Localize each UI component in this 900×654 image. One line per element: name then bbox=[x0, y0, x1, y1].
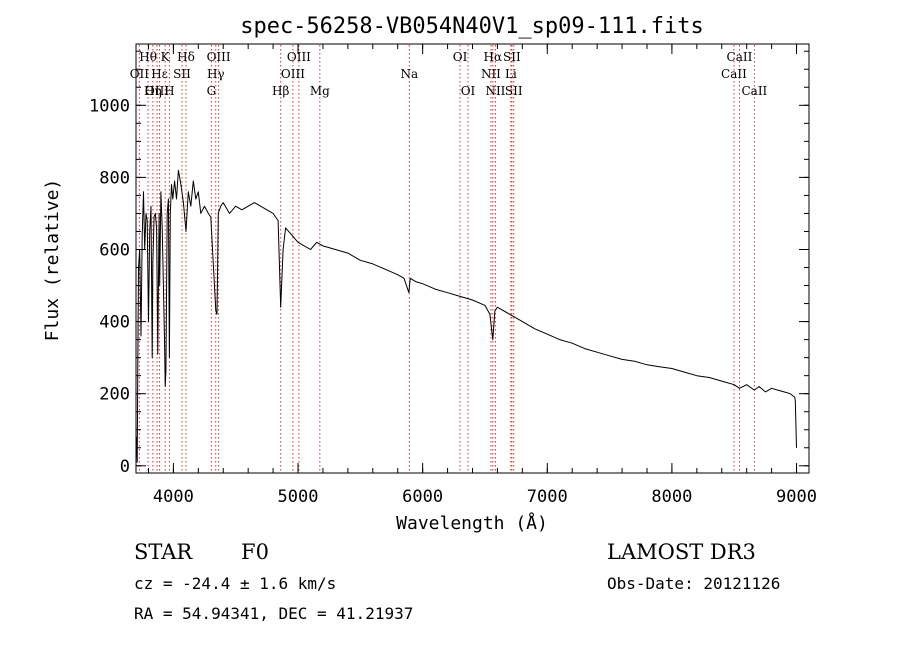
object-subclass: F0 bbox=[241, 540, 269, 564]
line-label: OIII bbox=[281, 67, 305, 81]
line-label: CaII bbox=[727, 50, 753, 64]
spectrum-series bbox=[136, 169, 797, 463]
y-axis-label: Flux (relative) bbox=[42, 179, 63, 342]
survey-name: LAMOST DR3 bbox=[607, 540, 756, 564]
line-label: Hδ bbox=[177, 50, 195, 64]
object-type: STAR bbox=[134, 540, 193, 564]
y-tick-label: 0 bbox=[120, 457, 130, 477]
line-label: Hγ bbox=[207, 67, 225, 81]
line-label: K bbox=[161, 50, 171, 64]
line-label: Hθ bbox=[139, 50, 157, 64]
line-label: OIII bbox=[287, 50, 311, 64]
y-tick-label: 600 bbox=[99, 240, 130, 260]
line-label: Na bbox=[400, 67, 418, 81]
line-label: OI bbox=[453, 50, 468, 64]
line-label: OIII bbox=[145, 84, 169, 98]
axis-tick-labels: 4000 5000 6000 7000 8000 9000 0 200 400 600 800 100… bbox=[89, 96, 817, 507]
plot-frame bbox=[135, 43, 810, 474]
x-tick-label: 9000 bbox=[776, 487, 817, 507]
axis-ticks bbox=[136, 44, 809, 473]
line-label: SII bbox=[173, 67, 191, 81]
line-label: OII bbox=[130, 67, 150, 81]
x-tick-label: 5000 bbox=[278, 487, 319, 507]
x-tick-label: 7000 bbox=[527, 487, 568, 507]
x-tick-label: 8000 bbox=[651, 487, 692, 507]
line-label: CaII bbox=[741, 84, 767, 98]
redshift-value: cz = -24.4 ± 1.6 km/s bbox=[134, 574, 336, 593]
line-label: Hα bbox=[484, 50, 503, 64]
x-axis-label: Wavelength (Å) bbox=[396, 512, 548, 534]
line-label: Li bbox=[505, 67, 517, 81]
coordinates: RA = 54.94341, DEC = 41.21937 bbox=[134, 604, 413, 623]
x-tick-label: 4000 bbox=[153, 487, 194, 507]
line-label: H bbox=[164, 84, 174, 98]
line-label: Mg bbox=[310, 84, 330, 98]
spectrum-line bbox=[136, 169, 797, 463]
y-tick-label: 400 bbox=[99, 313, 130, 333]
line-labels: Hθ OII OIII K Hε Hη SII H Hδ OIII Hγ G OIII OIII Hβ Mg N… bbox=[130, 50, 768, 98]
line-label: Hβ bbox=[272, 84, 289, 98]
chart-title: spec-56258-VB054N40V1_sp09-111.fits bbox=[240, 14, 704, 39]
y-tick-label: 1000 bbox=[89, 96, 130, 116]
line-label: Hη bbox=[144, 84, 162, 98]
line-label: OIII bbox=[207, 50, 231, 64]
observation-date: Obs-Date: 20121126 bbox=[607, 574, 780, 593]
line-label: NII bbox=[481, 67, 501, 81]
y-tick-label: 800 bbox=[99, 168, 130, 188]
line-label: G bbox=[207, 84, 217, 98]
line-label: CaII bbox=[721, 67, 747, 81]
line-label: SII bbox=[505, 84, 523, 98]
line-label: NII bbox=[485, 84, 505, 98]
y-tick-label: 200 bbox=[99, 385, 130, 405]
line-label: OI bbox=[461, 84, 476, 98]
line-label: Hε bbox=[151, 67, 168, 81]
x-tick-label: 6000 bbox=[402, 487, 443, 507]
line-label: SII bbox=[503, 50, 521, 64]
